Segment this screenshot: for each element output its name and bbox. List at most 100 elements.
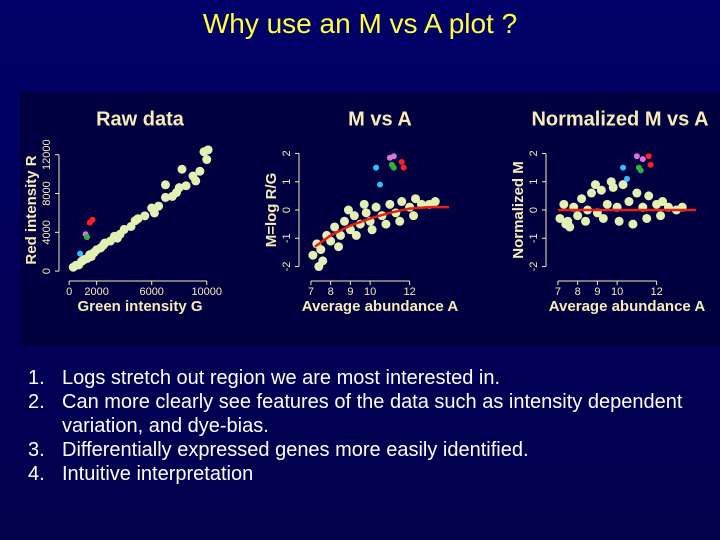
bullet-text: Intuitive interpretation [62,463,254,485]
point [606,177,616,187]
point [602,199,612,209]
point [658,197,668,207]
bullet-item: 4. Intuitive interpretation [28,462,708,486]
bullet-list: 1. Logs stretch out region we are most in… [28,366,708,486]
point [639,156,646,163]
point [171,188,181,198]
point [149,208,159,218]
point [86,252,96,262]
slide-title: Why use an M vs A plot ? [202,8,518,39]
point [359,199,369,209]
bullet-number: 3. [28,439,45,461]
point [395,216,405,226]
x-tick-label: 9 [347,286,353,298]
point [411,194,421,204]
point [367,225,377,235]
point [645,153,652,160]
x-tick-label: 0 [66,286,72,298]
y-tick-label: 8000 [41,181,53,205]
point [160,180,170,190]
point [559,199,569,209]
point [624,197,634,207]
x-tick-label: 10 [611,286,623,298]
point [160,192,170,202]
fit-line [314,205,450,248]
x-tick-label: 12 [403,286,415,298]
chart-title: M vs A [348,108,412,130]
point [202,155,212,165]
point [377,181,383,188]
bullet-number: 1. [28,367,45,389]
point [339,216,349,226]
x-tick-label: 6000 [139,286,163,298]
point [316,245,326,255]
x-tick-label: 9 [594,286,600,298]
bullet-item: 1. Logs stretch out region we are most in… [28,366,708,390]
point [203,145,213,155]
chart-title: Normalized M vs A [531,108,708,130]
point [561,219,571,229]
point [361,208,371,218]
point [84,234,91,241]
x-tick-label: 2000 [84,286,108,298]
point [154,201,164,211]
point [373,164,380,171]
point [430,197,440,207]
point [191,176,201,186]
point [390,153,397,160]
y-tick-label: 4000 [41,220,53,244]
point [371,202,381,212]
point [349,211,359,221]
point [78,255,88,265]
x-tick-label: 10 [364,286,376,298]
point [140,211,150,221]
point [77,250,84,257]
point [577,194,587,204]
point [330,222,340,232]
point [632,188,642,198]
x-tick-label: 8 [575,286,581,298]
point [397,197,407,207]
point [581,216,591,226]
point [628,219,638,229]
point [314,262,324,272]
y-tick-label: -2 [281,262,293,272]
chart-title: Raw data [96,108,185,130]
point [637,167,644,174]
point [400,164,407,171]
point [596,185,606,195]
point [598,213,608,223]
point [590,180,600,190]
point [642,213,652,223]
point [336,230,346,240]
bullet-number: 4. [28,463,45,485]
bullet-item: 3. Differentially expressed genes more ea… [28,438,708,462]
x-tick-label: 10000 [191,286,222,298]
y-tick-label: 0 [528,207,540,213]
x-tick-label: 7 [555,286,561,298]
y-tick-label: 2 [528,150,540,156]
y-tick-label: -2 [528,262,540,272]
x-axis-label: Average abundance A [549,298,706,315]
point [573,211,583,221]
y-tick-label: 2 [281,150,293,156]
bullet-text: Logs stretch out region we are most inte… [62,367,501,389]
y-tick-label: 1 [528,179,540,185]
y-tick-label: 12000 [41,139,53,170]
point [555,213,565,223]
point [308,250,318,260]
point [99,240,109,250]
y-tick-label: 0 [281,207,293,213]
y-axis-label: M=log R/G [263,173,280,248]
point [624,175,630,182]
point [119,224,129,234]
point [633,153,640,160]
point [618,180,628,190]
point [620,164,627,171]
point [326,236,336,246]
x-axis-label: Average abundance A [302,298,459,315]
bullet-item: 2. Can more clearly see features of the d… [28,390,708,438]
x-tick-label: 8 [328,286,334,298]
